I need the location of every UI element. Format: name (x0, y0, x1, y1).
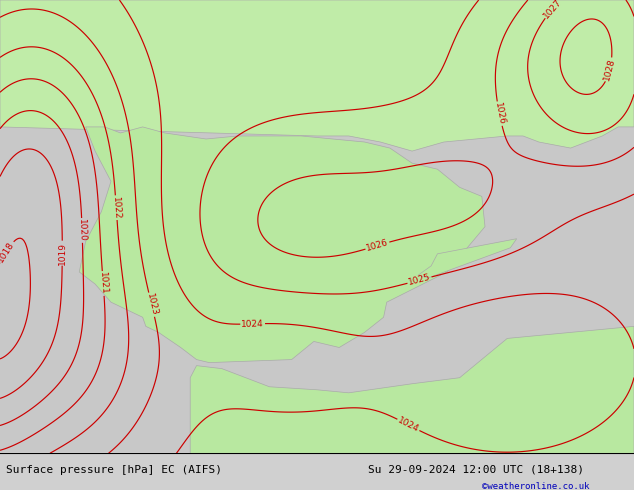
Text: 1026: 1026 (365, 238, 390, 253)
Text: 1025: 1025 (407, 273, 432, 287)
Polygon shape (0, 0, 634, 151)
Text: Su 29-09-2024 12:00 UTC (18+138): Su 29-09-2024 12:00 UTC (18+138) (368, 465, 584, 475)
Text: 1022: 1022 (111, 196, 122, 220)
Text: 1026: 1026 (493, 101, 506, 126)
Polygon shape (418, 239, 517, 278)
Polygon shape (79, 127, 485, 363)
Text: 1024: 1024 (396, 416, 420, 434)
Polygon shape (190, 326, 634, 453)
Text: 1028: 1028 (602, 57, 617, 82)
Text: 1023: 1023 (145, 293, 158, 317)
Polygon shape (0, 0, 634, 453)
Text: ©weatheronline.co.uk: ©weatheronline.co.uk (482, 482, 590, 490)
Text: 1024: 1024 (241, 319, 264, 329)
Text: 1020: 1020 (77, 219, 87, 242)
Text: Surface pressure [hPa] EC (AIFS): Surface pressure [hPa] EC (AIFS) (6, 465, 223, 475)
Text: 1021: 1021 (98, 272, 108, 295)
Text: 1019: 1019 (58, 242, 67, 265)
Text: 1018: 1018 (0, 240, 16, 264)
Text: 1027: 1027 (542, 0, 564, 20)
